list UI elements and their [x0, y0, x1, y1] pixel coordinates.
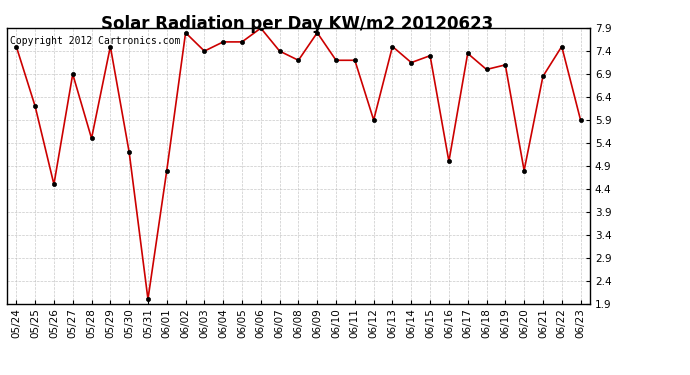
Text: Copyright 2012 Cartronics.com: Copyright 2012 Cartronics.com [10, 36, 180, 46]
Text: Solar Radiation per Day KW/m2 20120623: Solar Radiation per Day KW/m2 20120623 [101, 15, 493, 33]
